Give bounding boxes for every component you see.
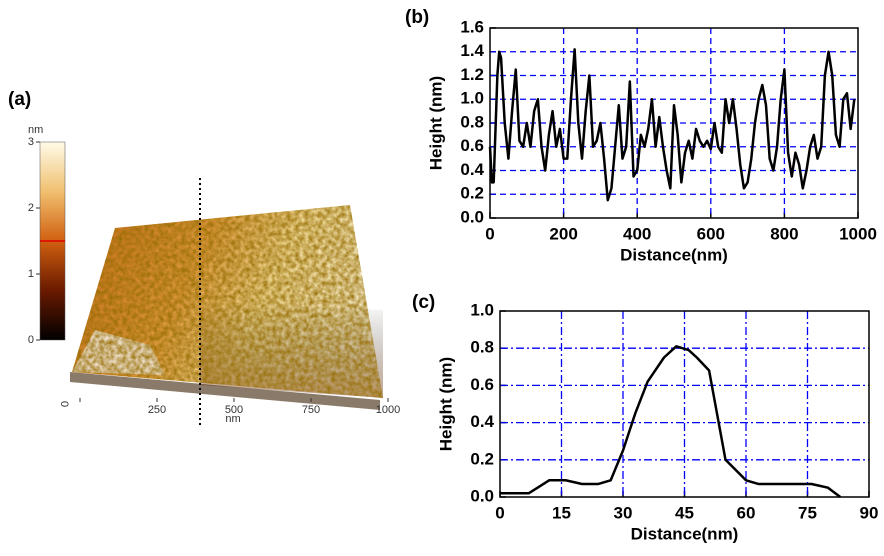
data-line	[488, 48, 856, 202]
x-tick-label: 0	[58, 401, 70, 407]
x-tick-label: 800	[770, 224, 798, 243]
x-tick-label: 75	[798, 503, 817, 522]
x-tick-label: 600	[697, 224, 725, 243]
x-tick-label: 60	[737, 503, 756, 522]
y-tick-label: 0.0	[460, 207, 484, 226]
panel-label: (c)	[412, 292, 435, 313]
panel-label: (a)	[8, 89, 31, 110]
y-tick-label: 0.2	[460, 184, 484, 203]
y-tick-label: 0.4	[470, 412, 494, 431]
colorbar-tick-label: 3	[28, 136, 34, 148]
y-tick-label: 1.2	[460, 65, 484, 84]
x-tick-label: 1000	[839, 224, 877, 243]
x-tick-label: 15	[552, 503, 571, 522]
x-tick-label: 30	[614, 503, 633, 522]
x-tick-label: 45	[675, 503, 694, 522]
colorbar-tick-label: 1	[28, 268, 34, 280]
panel-label: (b)	[405, 7, 429, 28]
y-tick-label: 1.6	[460, 17, 484, 36]
colorbar-tick-label: 2	[28, 202, 34, 214]
colorbar-unit: nm	[28, 124, 43, 136]
x-tick-label: 400	[623, 224, 651, 243]
x-tick-label: 0	[485, 224, 494, 243]
x-tick-label: 750	[302, 404, 320, 416]
y-tick-label: 0.6	[470, 375, 494, 394]
y-axis-label: Height (nm)	[426, 76, 445, 170]
x-axis-label: Distance(nm)	[631, 524, 739, 543]
y-tick-label: 0.8	[470, 338, 494, 357]
y-tick-label: 1.0	[470, 300, 494, 319]
x-tick-label: 1000	[376, 404, 400, 416]
y-tick-label: 0.6	[460, 136, 484, 155]
y-tick-label: 0.0	[470, 486, 494, 505]
colorbar-tick-label: 0	[28, 334, 34, 346]
afm-image: (a) nm nm	[8, 89, 383, 425]
plot-frame	[499, 310, 870, 498]
chart: (c) 0.0 0.2 0.4 0.6 0.8 1.0 0 15 30 45 60 75 90 Distan…	[412, 292, 878, 543]
surface-texture	[72, 205, 383, 398]
x-axis-label: nm	[225, 413, 240, 425]
chart: (b) 0.0 0.2 0.4 0.6 0.8 1.0 1.2 1.4 1.6 0 200 400 600…	[405, 7, 877, 264]
x-tick-label: 500	[225, 404, 243, 416]
y-tick-label: 1.4	[460, 41, 484, 60]
surface-base	[70, 372, 380, 410]
x-tick-label: 250	[148, 404, 166, 416]
x-tick-label: 90	[860, 503, 879, 522]
plot-frame	[489, 27, 859, 219]
data-line	[500, 345, 842, 498]
x-tick-label: 0	[495, 503, 504, 522]
y-axis-label: Height (nm)	[436, 357, 455, 451]
x-tick-label: 200	[549, 224, 577, 243]
y-tick-label: 0.2	[470, 449, 494, 468]
y-tick-label: 0.4	[460, 160, 484, 179]
y-tick-label: 1.0	[460, 89, 484, 108]
x-axis-label: Distance(nm)	[620, 245, 728, 264]
y-tick-label: 0.8	[460, 112, 484, 131]
